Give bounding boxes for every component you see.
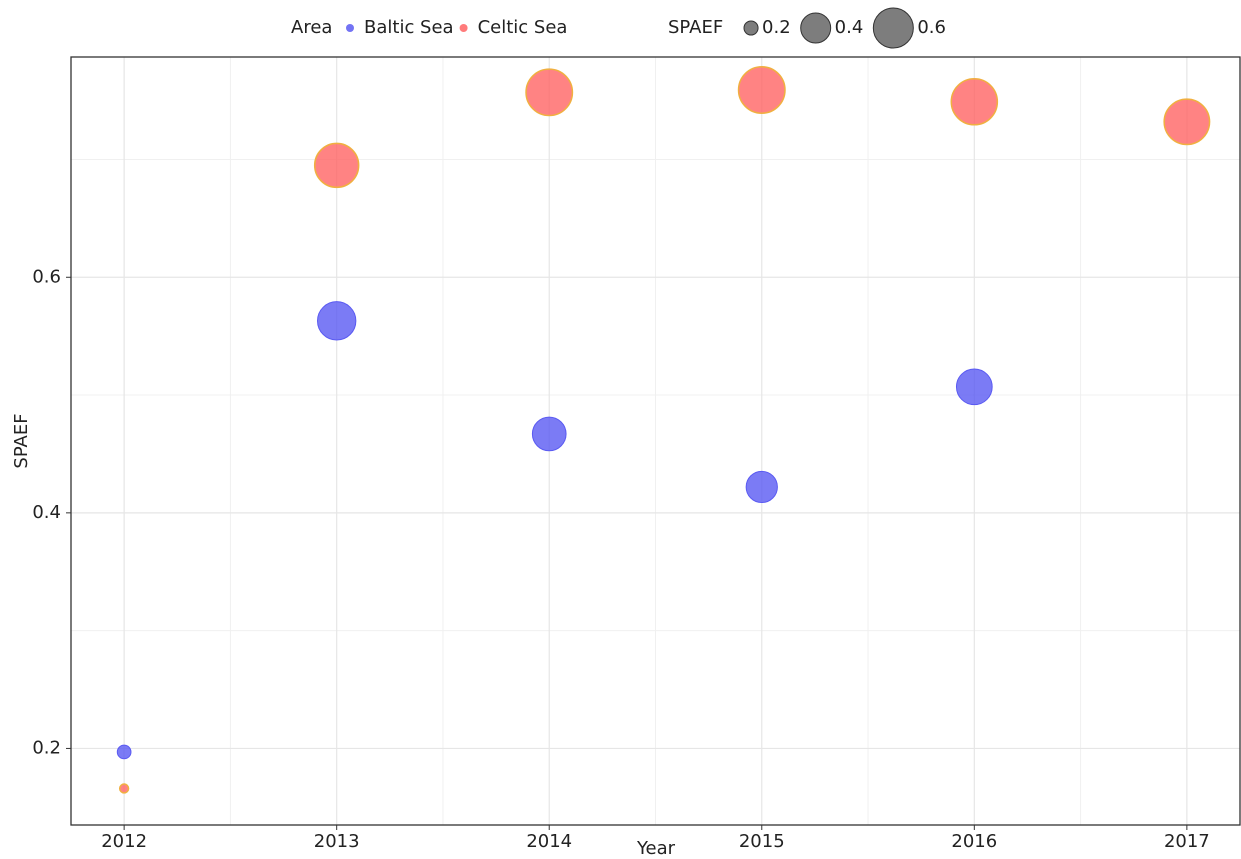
bubble xyxy=(317,301,357,341)
legend-label: Baltic Sea xyxy=(364,17,454,38)
bubble xyxy=(313,142,360,189)
x-tick-label: 2016 xyxy=(951,831,997,852)
bubble xyxy=(118,783,130,794)
y-tick-label: 0.6 xyxy=(32,266,61,287)
x-tick-label: 2017 xyxy=(1164,831,1210,852)
y-axis-label: SPAEF xyxy=(11,413,32,468)
size-legend-title: SPAEF xyxy=(668,17,723,38)
bubble xyxy=(116,744,132,760)
bubble xyxy=(950,77,999,126)
x-tick-label: 2015 xyxy=(739,831,785,852)
size-legend-label: 0.4 xyxy=(835,17,864,38)
x-tick-label: 2013 xyxy=(314,831,360,852)
bubble xyxy=(531,416,567,452)
size-legend-bubble xyxy=(872,7,914,49)
bubble xyxy=(1163,98,1211,146)
legend-swatch xyxy=(459,24,468,32)
legend-label: Celtic Sea xyxy=(478,17,568,38)
size-legend-label: 0.6 xyxy=(917,17,946,38)
bubble xyxy=(737,66,786,114)
size-legend-bubble xyxy=(743,20,759,36)
bubble xyxy=(955,368,993,406)
plot-frame xyxy=(70,56,1241,826)
legend-title: Area xyxy=(291,17,332,38)
bubble xyxy=(745,470,778,504)
x-axis-label: Year xyxy=(636,838,676,859)
y-tick-label: 0.4 xyxy=(32,502,61,523)
y-tick-label: 0.2 xyxy=(32,737,61,758)
size-legend-label: 0.2 xyxy=(762,17,791,38)
x-tick-label: 2012 xyxy=(101,831,147,852)
bubble xyxy=(525,68,574,117)
x-tick-label: 2014 xyxy=(526,831,572,852)
size-legend-bubble xyxy=(800,12,832,44)
legend-swatch xyxy=(346,24,354,32)
